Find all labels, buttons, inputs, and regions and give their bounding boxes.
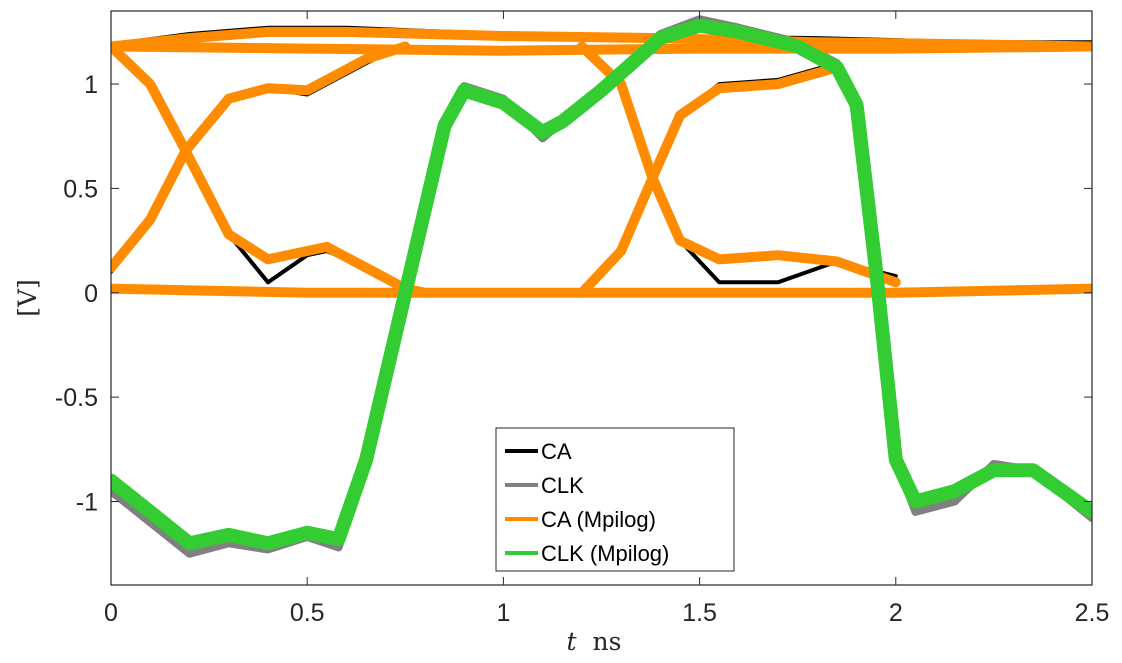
legend-item-ca-mpilog: CA (Mpilog): [505, 507, 656, 532]
x-axis-label-variable: t: [567, 627, 578, 656]
legend-item-clk: CLK: [505, 473, 584, 498]
series-clk-mpilog-trace-1: [111, 18, 1092, 551]
x-tick-label: 1: [496, 599, 510, 627]
series-clk-mpilog: [111, 18, 1092, 551]
series-ca-mpilog-trace-4: [111, 41, 430, 298]
y-tick-label: -0.5: [55, 384, 98, 412]
series-ca-mpilog-trace-2: [111, 41, 1092, 56]
series-ca-mpilog-trace-3: [111, 283, 1092, 298]
series-ca-mpilog-trace-7: [576, 62, 842, 298]
y-tick-label: -1: [76, 489, 98, 517]
x-tick-label: 1.5: [682, 599, 717, 627]
legend-label: CA: [541, 439, 572, 464]
y-tick-label: 0.5: [63, 175, 98, 203]
x-axis-label: t ns: [567, 627, 622, 656]
y-axis: 1 0.5 0 -0.5 -1: [55, 71, 1092, 517]
y-tick-label: 0: [84, 280, 98, 308]
series-ca-mpilog-trace-6: [576, 41, 901, 288]
x-tick-label: 2.5: [1075, 599, 1110, 627]
x-tick-label: 2: [889, 599, 903, 627]
legend-label: CLK: [541, 473, 584, 498]
x-axis: 0 0.5 1 1.5 2 2.5: [104, 11, 1109, 627]
y-tick-label: 1: [84, 71, 98, 99]
series-ca-mpilog: [111, 26, 1092, 298]
legend-item-ca: CA: [505, 439, 572, 464]
legend-items: CA CLK CA (Mpilog) CLK (Mpilog): [505, 439, 669, 566]
legend: CA CLK CA (Mpilog) CLK (Mpilog): [495, 427, 735, 572]
series-layer: [111, 15, 1092, 558]
plot-frame: [110, 10, 1093, 586]
x-axis-label-unit: ns: [593, 627, 622, 656]
legend-label: CA (Mpilog): [541, 507, 656, 532]
x-tick-label: 0.5: [290, 599, 325, 627]
x-tick-label: 0: [104, 599, 118, 627]
y-axis-label: [V]: [13, 279, 42, 317]
series-ca-mpilog-trace-5: [111, 41, 411, 273]
legend-label: CLK (Mpilog): [541, 541, 669, 566]
legend-item-clk-mpilog: CLK (Mpilog): [505, 541, 669, 566]
